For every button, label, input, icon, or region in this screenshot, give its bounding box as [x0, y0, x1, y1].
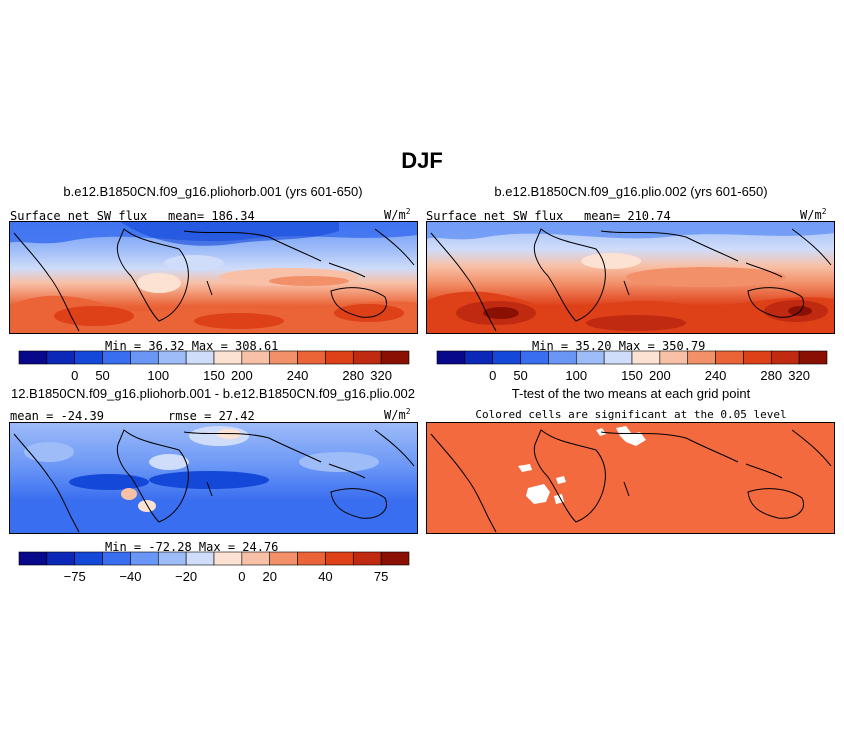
- colorbar-cells: [18, 350, 410, 365]
- colorbar-tick-label: 280: [342, 368, 364, 383]
- colorbar-cell: [492, 350, 521, 365]
- colorbar-cell: [18, 350, 48, 365]
- colorbar-cell: [157, 551, 187, 566]
- panel-3-rmse-label: rmse = 27.42: [168, 409, 255, 423]
- colorbar-cell: [798, 350, 828, 365]
- panel-3-colorbar: −75 −40 −20 0 20 40 75: [18, 551, 410, 584]
- panel-3-title: 12.B1850CN.f09_g16.pliohorb.001 - b.e12.…: [10, 386, 416, 401]
- colorbar-cell: [436, 350, 466, 365]
- colorbar-cell: [157, 350, 187, 365]
- panel-1-units: W/m2: [384, 207, 411, 222]
- colorbar-tick-labels: 0 50 100 150 200 240 280 320: [71, 368, 392, 383]
- panel-1-min-max: Min = 36.32 Max = 308.61: [105, 339, 279, 353]
- colorbar-tick-label: 50: [95, 368, 109, 383]
- colorbar-tick-label: 100: [565, 368, 587, 383]
- panel-1-variable-label: Surface net SW flux: [10, 209, 148, 223]
- colorbar-cell: [74, 551, 103, 566]
- panel-2-map: [426, 221, 835, 334]
- colorbar-cell: [185, 350, 215, 365]
- colorbar-cell: [241, 350, 271, 365]
- colorbar-tick-label: −20: [175, 569, 197, 584]
- colorbar-cell: [548, 350, 577, 365]
- panel-1-mean-label: mean= 186.34: [168, 209, 255, 223]
- colorbar-cell: [687, 350, 716, 365]
- panel-3-map: [9, 422, 418, 534]
- colorbar-cell: [130, 551, 159, 566]
- panel-2-min-max: Min = 35.20 Max = 350.79: [532, 339, 706, 353]
- colorbar-cell: [325, 551, 354, 566]
- panel-3-min-max: Min = -72.28 Max = 24.76: [105, 540, 279, 554]
- colorbar-cell: [743, 350, 772, 365]
- colorbar-cell: [325, 350, 354, 365]
- colorbar-tick-label: 100: [147, 368, 169, 383]
- colorbar-cell: [297, 350, 326, 365]
- colorbar-tick-label: 320: [370, 368, 392, 383]
- colorbar-cell: [269, 350, 298, 365]
- colorbar-cell: [74, 350, 103, 365]
- colorbar-cell: [380, 350, 410, 365]
- panel-3-mean-label: mean = -24.39: [10, 409, 104, 423]
- colorbar-cell: [520, 350, 549, 365]
- colorbar-cell: [213, 551, 243, 566]
- panel-2-title: b.e12.B1850CN.f09_g16.plio.002 (yrs 601-…: [494, 184, 768, 199]
- colorbar-cell: [269, 551, 298, 566]
- panel-1-title: b.e12.B1850CN.f09_g16.pliohorb.001 (yrs …: [63, 184, 363, 199]
- colorbar-tick-label: 75: [374, 569, 388, 584]
- panel-2-mean-label: mean= 210.74: [584, 209, 671, 223]
- colorbar-tick-label: 280: [760, 368, 782, 383]
- panel-1-colorbar: 0 50 100 150 200 240 280 320: [18, 350, 410, 383]
- colorbar-tick-label: 200: [231, 368, 253, 383]
- colorbar-tick-label: 20: [262, 569, 276, 584]
- colorbar-cell: [297, 551, 326, 566]
- colorbar-tick-label: −75: [64, 569, 86, 584]
- colorbar-tick-label: −40: [119, 569, 141, 584]
- panel-4-title: T-test of the two means at each grid poi…: [511, 386, 751, 401]
- colorbar-tick-label: 0: [71, 368, 78, 383]
- colorbar-tick-label: 0: [238, 569, 245, 584]
- panel-4-map: [426, 422, 835, 534]
- colorbar-cell: [352, 350, 382, 365]
- colorbar-tick-label: 50: [513, 368, 527, 383]
- panel-4-subtitle: Colored cells are significant at the 0.0…: [475, 408, 787, 421]
- colorbar-cell: [352, 551, 382, 566]
- main-title: DJF: [401, 148, 443, 173]
- colorbar-cell: [46, 350, 76, 365]
- colorbar-cell: [715, 350, 744, 365]
- colorbar-cell: [102, 350, 131, 365]
- colorbar-cell: [18, 551, 48, 566]
- colorbar-cell: [631, 350, 661, 365]
- colorbar-cell: [770, 350, 800, 365]
- panel-2-variable-label: Surface net SW flux: [426, 209, 564, 223]
- colorbar-tick-label: 0: [489, 368, 496, 383]
- colorbar-tick-label: 40: [318, 569, 332, 584]
- panel-2-units: W/m2: [800, 207, 827, 222]
- colorbar-tick-label: 240: [287, 368, 309, 383]
- colorbar-cell: [241, 551, 271, 566]
- colorbar-cell: [46, 551, 76, 566]
- colorbar-cell: [464, 350, 494, 365]
- colorbar-tick-label: 150: [203, 368, 225, 383]
- panel-3-units: W/m2: [384, 407, 411, 422]
- colorbar-tick-label: 150: [621, 368, 643, 383]
- colorbar-cell: [575, 350, 605, 365]
- colorbar-cell: [185, 551, 215, 566]
- colorbar-tick-label: 320: [788, 368, 810, 383]
- panel-1-map: [9, 221, 418, 334]
- colorbar-cells: [436, 350, 828, 365]
- colorbar-tick-label: 200: [649, 368, 671, 383]
- colorbar-cells: [18, 551, 410, 566]
- colorbar-cell: [659, 350, 689, 365]
- panel-2-colorbar: 0 50 100 150 200 240 280 320: [436, 350, 828, 383]
- colorbar-cell: [213, 350, 243, 365]
- colorbar-cell: [102, 551, 131, 566]
- colorbar-cell: [380, 551, 410, 566]
- colorbar-cell: [130, 350, 159, 365]
- colorbar-cell: [603, 350, 633, 365]
- colorbar-tick-labels: −75 −40 −20 0 20 40 75: [64, 569, 389, 584]
- colorbar-tick-label: 240: [705, 368, 727, 383]
- colorbar-tick-labels: 0 50 100 150 200 240 280 320: [489, 368, 810, 383]
